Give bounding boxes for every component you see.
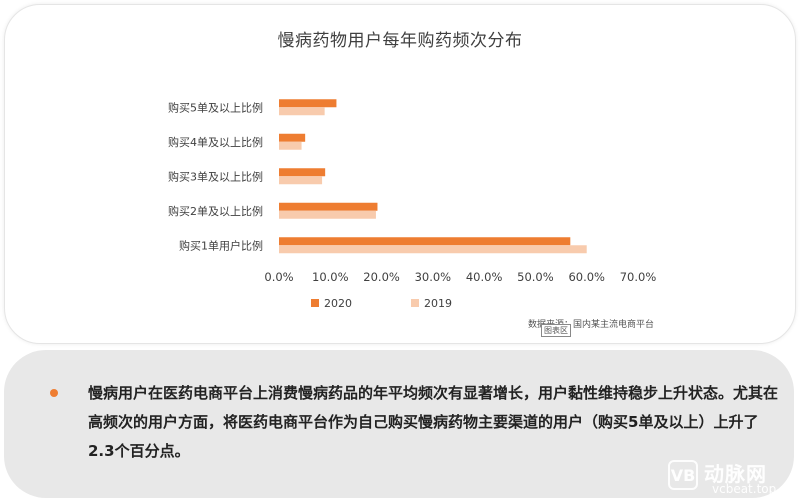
x-tick-label: 50.0% bbox=[517, 270, 554, 284]
summary-card bbox=[4, 350, 794, 498]
chart-title: 慢病药物用户每年购药频次分布 bbox=[277, 31, 523, 51]
x-tick-label: 20.0% bbox=[363, 270, 400, 284]
category-label: 购买2单及以上比例 bbox=[168, 204, 263, 218]
bar-2019 bbox=[279, 245, 587, 254]
bullet-dot-icon bbox=[50, 389, 58, 397]
watermark-logo: VB 动脉网 vcbeat.top bbox=[668, 458, 786, 498]
category-label: 购买3单及以上比例 bbox=[168, 169, 263, 183]
x-tick-label: 30.0% bbox=[415, 270, 452, 284]
data-source: 数据来源：国内某主流电商平台 bbox=[528, 320, 655, 330]
x-tick-label: 60.0% bbox=[568, 270, 605, 284]
category-label: 购买4单及以上比例 bbox=[168, 135, 263, 149]
bar-chart: 购买5单及以上比例购买4单及以上比例购买3单及以上比例购买2单及以上比例购买1单… bbox=[168, 99, 657, 310]
legend-label: 2019 bbox=[424, 297, 452, 310]
legend-swatch-2019 bbox=[411, 299, 419, 307]
legend-label: 2020 bbox=[324, 297, 352, 310]
watermark-name: 动脉网 bbox=[704, 462, 767, 486]
bar-2020 bbox=[279, 133, 306, 142]
x-tick-label: 0.0% bbox=[264, 270, 293, 284]
bar-2019 bbox=[279, 107, 325, 116]
x-tick-label: 70.0% bbox=[620, 270, 657, 284]
category-label: 购买1单用户比例 bbox=[179, 238, 263, 252]
chart-area-tag: 图表区 bbox=[541, 324, 571, 337]
bar-2019 bbox=[279, 141, 302, 150]
x-tick-label: 10.0% bbox=[312, 270, 349, 284]
legend-swatch-2020 bbox=[311, 299, 319, 307]
x-tick-label: 40.0% bbox=[466, 270, 503, 284]
bar-2019 bbox=[279, 176, 323, 185]
bar-2019 bbox=[279, 210, 376, 219]
category-label: 购买5单及以上比例 bbox=[168, 100, 263, 114]
bar-2020 bbox=[279, 202, 378, 211]
bar-2020 bbox=[279, 168, 326, 177]
chart-card bbox=[4, 4, 796, 344]
bar-2020 bbox=[279, 237, 571, 246]
vb-logo-icon: VB bbox=[668, 460, 698, 490]
watermark-url: vcbeat.top bbox=[712, 482, 777, 496]
bar-2020 bbox=[279, 99, 337, 108]
summary-text: 慢病用户在医药电商平台上消费慢病药品的年平均频次有显著增长，用户黏性维持稳步上升… bbox=[88, 384, 779, 460]
